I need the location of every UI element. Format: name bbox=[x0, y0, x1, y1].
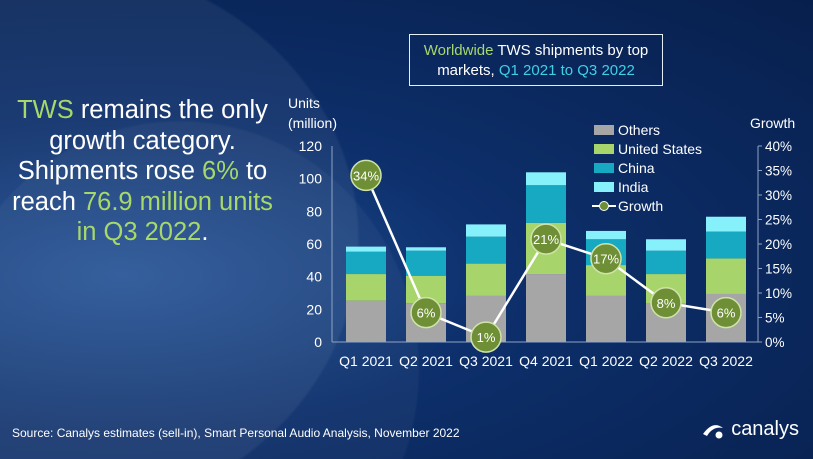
growth-marker bbox=[530, 223, 562, 255]
bar-others bbox=[586, 295, 626, 342]
bar-china bbox=[406, 250, 446, 276]
canalys-logo-icon bbox=[703, 424, 724, 438]
bar-us bbox=[706, 258, 746, 294]
title-part: Q1 2021 to Q3 2022 bbox=[498, 62, 635, 79]
bar-china bbox=[646, 250, 686, 275]
y2-tick-label: 5% bbox=[765, 311, 785, 326]
source-note: Source: Canalys estimates (sell-in), Sma… bbox=[12, 426, 460, 440]
x-tick-label: Q1 2022 bbox=[579, 353, 633, 369]
y-tick-label: 0 bbox=[314, 334, 322, 350]
headline-part: remains the only growth category. Shipme… bbox=[17, 96, 268, 185]
growth-label: 8% bbox=[657, 296, 676, 311]
bar-china bbox=[526, 185, 566, 223]
legend-label: Others bbox=[618, 122, 660, 138]
x-tick-label: Q2 2022 bbox=[639, 353, 693, 369]
title-part: Worldwide bbox=[423, 42, 494, 59]
y-tick-label: 100 bbox=[299, 171, 323, 187]
growth-marker bbox=[410, 296, 442, 329]
growth-marker bbox=[350, 159, 382, 192]
growth-label: 1% bbox=[477, 330, 496, 345]
bar-us bbox=[346, 274, 386, 301]
y2-tick-label: 30% bbox=[765, 188, 792, 203]
headline-part: . bbox=[201, 218, 209, 246]
growth-label: 21% bbox=[533, 232, 559, 247]
growth-label: 6% bbox=[417, 306, 436, 321]
growth-label: 6% bbox=[717, 306, 736, 321]
y-axis-label: (million) bbox=[288, 115, 337, 131]
x-tick-label: Q3 2021 bbox=[459, 353, 513, 369]
y2-tick-label: 0% bbox=[765, 335, 785, 350]
bar-india bbox=[406, 247, 446, 251]
growth-marker bbox=[650, 287, 682, 319]
y2-tick-label: 15% bbox=[765, 262, 792, 277]
bar-others bbox=[346, 300, 386, 342]
growth-label: 17% bbox=[593, 252, 619, 267]
legend-swatch-us bbox=[594, 144, 614, 154]
y-axis-label: Units bbox=[288, 95, 320, 111]
y-tick-label: 120 bbox=[299, 138, 323, 154]
headline-part: 76.9 million units in Q3 2022 bbox=[76, 187, 273, 247]
growth-marker bbox=[710, 296, 742, 329]
y-tick-label: 80 bbox=[306, 203, 322, 219]
legend-label: China bbox=[618, 160, 655, 176]
y-tick-label: 40 bbox=[306, 269, 322, 285]
bar-others bbox=[526, 274, 566, 342]
bar-india bbox=[706, 216, 746, 232]
headline-part: to reach bbox=[12, 157, 268, 216]
title-part: TWS shipments by top markets, bbox=[437, 42, 649, 79]
x-tick-label: Q3 2022 bbox=[699, 353, 753, 369]
headline-part: TWS bbox=[17, 96, 74, 124]
bar-china bbox=[466, 236, 506, 264]
bar-india bbox=[526, 172, 566, 186]
y2-tick-label: 20% bbox=[765, 237, 792, 252]
y2-axis-label: Growth bbox=[750, 115, 795, 131]
logo-text: canalys bbox=[731, 418, 799, 440]
legend-swatch-china bbox=[594, 163, 614, 173]
legend-swatch-others bbox=[594, 125, 614, 135]
x-tick-label: Q1 2021 bbox=[339, 353, 393, 369]
y2-tick-label: 35% bbox=[765, 164, 792, 179]
bar-india bbox=[646, 239, 686, 251]
bar-china bbox=[706, 231, 746, 259]
bar-us bbox=[466, 263, 506, 296]
legend-swatch-india bbox=[594, 182, 614, 192]
chart-title: Worldwide TWS shipments by top markets, … bbox=[409, 34, 663, 86]
y-tick-label: 60 bbox=[306, 236, 322, 252]
x-tick-label: Q4 2021 bbox=[519, 353, 573, 369]
y-tick-label: 20 bbox=[306, 301, 322, 317]
x-tick-label: Q2 2021 bbox=[399, 353, 453, 369]
headline: TWS remains the only growth category. Sh… bbox=[10, 95, 275, 248]
growth-marker bbox=[470, 321, 502, 353]
legend-label: Growth bbox=[618, 198, 663, 214]
y2-tick-label: 40% bbox=[765, 139, 792, 154]
legend-label: India bbox=[618, 179, 649, 195]
canalys-logo: canalys bbox=[701, 418, 799, 441]
bar-india bbox=[466, 224, 506, 237]
headline-part: 6% bbox=[202, 157, 239, 185]
bar-india bbox=[346, 246, 386, 252]
legend-growth-marker bbox=[599, 201, 609, 211]
growth-label: 34% bbox=[353, 168, 379, 183]
bar-india bbox=[586, 230, 626, 240]
y2-tick-label: 10% bbox=[765, 286, 792, 301]
chart: Units (million) Growth 0 20 40 60 80 100 120 0% 5% 1… bbox=[288, 95, 795, 369]
growth-marker bbox=[590, 242, 622, 275]
y2-tick-label: 25% bbox=[765, 213, 792, 228]
bar-china bbox=[346, 251, 386, 275]
legend-label: United States bbox=[618, 141, 702, 157]
